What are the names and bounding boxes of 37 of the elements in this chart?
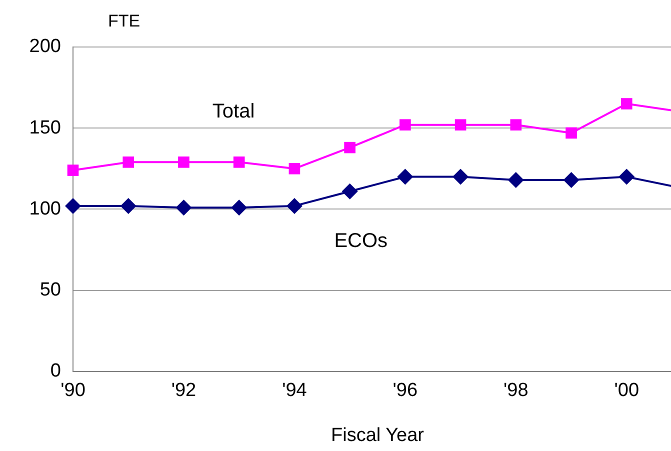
point bbox=[452, 168, 469, 185]
point bbox=[231, 200, 248, 216]
x-tick-label: '90 bbox=[60, 380, 86, 402]
point bbox=[176, 200, 192, 216]
point bbox=[120, 198, 136, 214]
point bbox=[510, 119, 522, 131]
series-label: Total bbox=[212, 100, 255, 122]
y-axis-title: FTE bbox=[108, 12, 140, 31]
y-tick-label: 100 bbox=[29, 198, 61, 220]
point bbox=[344, 142, 356, 154]
point bbox=[566, 127, 577, 139]
point bbox=[400, 119, 411, 131]
point bbox=[122, 156, 134, 168]
point bbox=[286, 198, 302, 214]
point bbox=[618, 168, 635, 185]
x-tick-label: '96 bbox=[392, 380, 418, 402]
y-tick-label: 200 bbox=[29, 36, 61, 58]
point bbox=[508, 172, 524, 188]
point bbox=[620, 98, 632, 110]
x-tick-label: '98 bbox=[504, 380, 528, 402]
point bbox=[397, 168, 414, 185]
x-tick-label: '00 bbox=[614, 380, 640, 402]
point bbox=[233, 156, 245, 168]
point bbox=[454, 119, 466, 131]
point bbox=[67, 164, 79, 176]
x-tick-label: '94 bbox=[282, 380, 308, 402]
y-tick-label: 150 bbox=[29, 117, 61, 138]
x-axis-title: Fiscal Year bbox=[331, 424, 425, 446]
series-label: ECOs bbox=[334, 230, 388, 252]
y-tick-label: 0 bbox=[50, 360, 61, 382]
point bbox=[288, 162, 300, 174]
point bbox=[563, 172, 580, 188]
point bbox=[65, 198, 81, 214]
x-tick-label: '92 bbox=[171, 380, 196, 402]
point bbox=[342, 183, 358, 200]
point bbox=[178, 156, 190, 168]
y-tick-label: 50 bbox=[40, 280, 61, 301]
